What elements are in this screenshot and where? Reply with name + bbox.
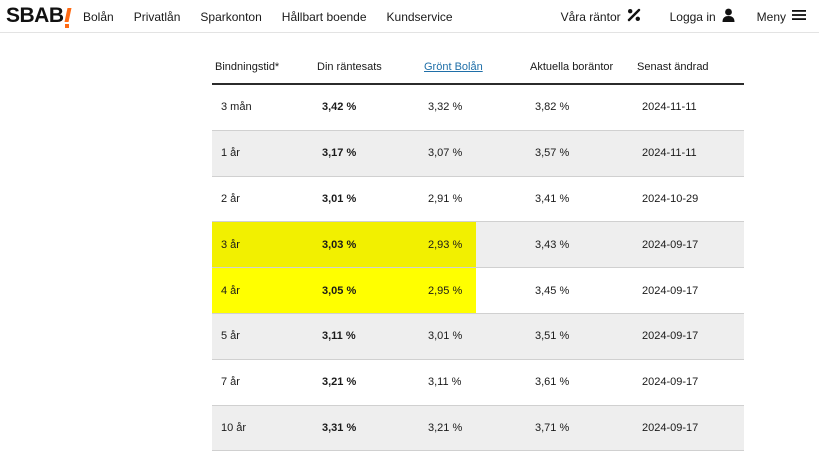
table-row: 3 mån 3,42 % 3,32 % 3,82 % 2024-11-11 (212, 85, 744, 131)
table-row: 10 år 3,31 % 3,21 % 3,71 % 2024-09-17 (212, 405, 744, 452)
interest-rate-table: Bindningstid* Din räntesats Grönt Bolån … (212, 50, 744, 452)
cell-gront-bolan: 3,32 % (428, 101, 463, 114)
column-header-bindningstid: Bindningstid* (215, 60, 280, 73)
main-nav: Bolån Privatlån Sparkonton Hållbart boen… (83, 0, 473, 33)
cell-din-rantesats: 3,17 % (322, 147, 357, 160)
logo-exclamation-icon (64, 8, 71, 28)
cell-senast-andrad: 2024-09-17 (642, 376, 699, 389)
cell-senast-andrad: 2024-09-17 (642, 330, 699, 343)
cell-bindningstid: 5 år (221, 330, 240, 343)
table-header: Bindningstid* Din räntesats Grönt Bolån … (212, 50, 744, 85)
cell-din-rantesats: 3,05 % (322, 284, 357, 297)
cell-senast-andrad: 2024-11-11 (642, 147, 697, 160)
utility-nav: Våra räntor Logga in Meny (561, 0, 806, 33)
cell-bindningstid: 4 år (221, 284, 240, 297)
logo-text: SBAB (6, 4, 64, 27)
cell-senast-andrad: 2024-09-17 (642, 421, 699, 434)
site-header: SBAB Bolån Privatlån Sparkonton Hållbart… (0, 0, 819, 33)
hamburger-icon (792, 9, 806, 24)
cell-gront-bolan: 2,95 % (428, 284, 463, 297)
cell-aktuella-borantor: 3,82 % (535, 101, 570, 114)
column-header-din-rantesats: Din räntesats (317, 60, 382, 73)
cell-bindningstid: 7 år (221, 376, 240, 389)
table-row: 5 år 3,11 % 3,01 % 3,51 % 2024-09-17 (212, 313, 744, 360)
cell-aktuella-borantor: 3,45 % (535, 284, 570, 297)
cell-senast-andrad: 2024-11-11 (642, 101, 697, 114)
cell-din-rantesats: 3,03 % (322, 238, 357, 251)
cell-aktuella-borantor: 3,43 % (535, 238, 570, 251)
nav-link-privatlan[interactable]: Privatlån (133, 9, 181, 24)
cell-bindningstid: 3 mån (221, 101, 252, 114)
menu-button[interactable]: Meny (757, 9, 806, 24)
cell-aktuella-borantor: 3,61 % (535, 376, 570, 389)
cell-bindningstid: 1 år (221, 147, 240, 160)
nav-link-kundservice[interactable]: Kundservice (386, 9, 453, 24)
cell-gront-bolan: 3,07 % (428, 147, 463, 160)
cell-gront-bolan: 3,01 % (428, 330, 463, 343)
table-row: 4 år 3,05 % 2,95 % 3,45 % 2024-09-17 (212, 268, 744, 314)
cell-din-rantesats: 3,21 % (322, 376, 357, 389)
nav-link-hallbart-boende[interactable]: Hållbart boende (281, 9, 367, 24)
cell-din-rantesats: 3,42 % (322, 101, 357, 114)
cell-bindningstid: 2 år (221, 192, 240, 205)
cell-bindningstid: 3 år (221, 238, 240, 251)
login-label: Logga in (669, 9, 716, 24)
cell-aktuella-borantor: 3,57 % (535, 147, 570, 160)
cell-gront-bolan: 3,11 % (428, 376, 462, 389)
column-header-aktuella-borantor: Aktuella boräntor (530, 60, 614, 73)
column-header-gront-bolan-link[interactable]: Grönt Bolån (424, 60, 483, 73)
rates-link[interactable]: Våra räntor (561, 8, 641, 25)
cell-gront-bolan: 2,93 % (428, 238, 463, 251)
table-row: 1 år 3,17 % 3,07 % 3,57 % 2024-11-11 (212, 130, 744, 177)
table-body: 3 mån 3,42 % 3,32 % 3,82 % 2024-11-11 1 år 3,1… (212, 85, 744, 452)
cell-din-rantesats: 3,11 % (322, 330, 356, 343)
cell-din-rantesats: 3,01 % (322, 192, 357, 205)
nav-link-bolan[interactable]: Bolån (83, 9, 114, 24)
cell-aktuella-borantor: 3,41 % (535, 192, 570, 205)
cell-gront-bolan: 3,21 % (428, 421, 463, 434)
table-row: 7 år 3,21 % 3,11 % 3,61 % 2024-09-17 (212, 360, 744, 406)
cell-din-rantesats: 3,31 % (322, 421, 357, 434)
menu-label: Meny (756, 9, 786, 24)
cell-aktuella-borantor: 3,71 % (535, 421, 570, 434)
cell-bindningstid: 10 år (221, 421, 247, 434)
column-header-senast-andrad: Senast ändrad (637, 60, 709, 73)
cell-senast-andrad: 2024-09-17 (642, 238, 699, 251)
cell-gront-bolan: 2,91 % (428, 192, 463, 205)
row-highlight (212, 268, 476, 313)
cell-senast-andrad: 2024-10-29 (642, 192, 699, 205)
row-highlight (212, 222, 476, 268)
table-row: 2 år 3,01 % 2,91 % 3,41 % 2024-10-29 (212, 177, 744, 223)
rates-label: Våra räntor (560, 9, 621, 24)
user-icon (722, 8, 735, 25)
cell-senast-andrad: 2024-09-17 (642, 284, 699, 297)
cell-aktuella-borantor: 3,51 % (535, 330, 570, 343)
table-row: 3 år 3,03 % 2,93 % 3,43 % 2024-09-17 (212, 222, 744, 269)
sbab-logo[interactable]: SBAB (6, 4, 71, 28)
percent-icon (627, 8, 641, 25)
login-button[interactable]: Logga in (670, 8, 735, 25)
nav-link-sparkonton[interactable]: Sparkonton (200, 9, 262, 24)
